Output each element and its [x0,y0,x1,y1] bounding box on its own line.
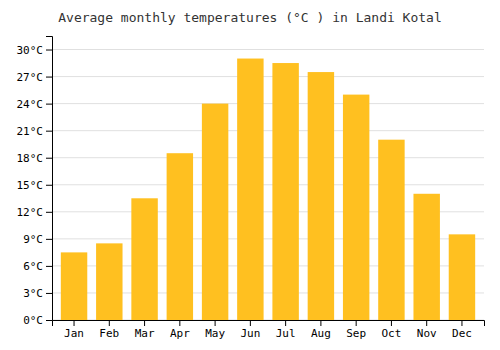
marks [61,59,475,320]
tick-mark [46,158,52,159]
tick: 21°C [17,125,53,138]
tick: Nov [417,320,437,340]
tick-mark [46,320,52,321]
tick-mark [46,104,52,105]
tick: 9°C [23,233,52,246]
tick-label: 18°C [17,152,44,165]
tick-mark [46,293,52,294]
grid-line [52,184,484,185]
grid-line [52,103,484,104]
bar [343,95,369,320]
grid-line [52,157,484,158]
grid-line [52,49,484,50]
tick-label: 24°C [17,98,44,111]
grid-line [52,130,484,131]
tick-label: Oct [381,327,401,340]
tick: Dec [452,320,472,340]
bar [96,243,122,320]
tick-label: May [205,327,225,340]
tick: 24°C [17,98,53,111]
tick: Jun [240,320,260,340]
tick-mark [285,320,286,326]
tick-mark [179,320,180,326]
tick-mark [320,320,321,326]
tick-label: 21°C [17,125,44,138]
axis-line [53,321,485,327]
tick: Apr [170,320,190,340]
axis-line [46,37,53,321]
tick-label: Nov [417,327,437,340]
bar [237,59,263,320]
tick-label: Apr [170,327,190,340]
bar [308,72,334,320]
tick-mark [461,320,462,326]
tick-mark [46,212,52,213]
tick: Jan [64,320,84,340]
tick-label: Jan [64,327,84,340]
tick-mark [250,320,251,326]
tick-label: 12°C [17,206,44,219]
tick-label: Mar [135,327,155,340]
tick-label: 27°C [17,71,44,84]
tick-label: Jun [240,327,260,340]
tick-mark [46,77,52,78]
tick: May [205,320,225,340]
bar [167,153,193,320]
tick: 18°C [17,152,53,165]
tick-label: 15°C [17,179,44,192]
tick: 6°C [23,260,52,273]
tick: Oct [381,320,401,340]
tick: 15°C [17,179,53,192]
tick-mark [74,320,75,326]
tick: Mar [135,320,155,340]
tick-mark [356,320,357,326]
tick-label: Feb [99,327,119,340]
grid [52,50,484,320]
tick-mark [391,320,392,326]
tick-mark [144,320,145,326]
tick: Feb [99,320,119,340]
grid-line [52,76,484,77]
tick-label: Aug [311,327,331,340]
tick-mark [215,320,216,326]
bar [413,194,439,320]
bar [272,63,298,320]
tick-label: 9°C [23,233,43,246]
tick: 0°C [23,314,52,327]
tick-mark [46,50,52,51]
bar [449,234,475,320]
x-axis: Jan Feb Mar Apr May Jun Jul Aug Sep Oct Nov Dec [53,320,485,340]
bar [202,104,228,320]
tick: 12°C [17,206,53,219]
tick-label: 3°C [23,287,43,300]
title: Average monthly temperatures (°C ) in La… [58,10,442,25]
bar [131,198,157,320]
tick: Aug [311,320,331,340]
tick-mark [109,320,110,326]
tick-label: 6°C [23,260,43,273]
tick-mark [46,239,52,240]
plot: Jan Feb Mar Apr May Jun Jul Aug Sep Oct Nov Dec 0°C 3… [17,37,485,340]
tick: 3°C [23,287,52,300]
tick-label: 30°C [17,44,44,57]
tick-label: Sep [346,327,366,340]
y-axis: 0°C 3°C 6°C 9°C 12°C 15°C 18°C 21°C 24°C 27°C 30°C [17,37,53,328]
bar [61,252,87,320]
tick-mark [46,131,52,132]
tick-mark [46,266,52,267]
tick: Sep [346,320,366,340]
tick: 27°C [17,71,53,84]
tick: 30°C [17,44,53,57]
tick-mark [426,320,427,326]
tick-label: Jul [276,327,296,340]
chart: Jan Feb Mar Apr May Jun Jul Aug Sep Oct Nov Dec 0°C 3… [0,0,500,350]
tick-label: Dec [452,327,472,340]
tick-mark [46,185,52,186]
tick-label: 0°C [23,314,43,327]
tick: Jul [276,320,296,340]
bar [378,140,404,320]
